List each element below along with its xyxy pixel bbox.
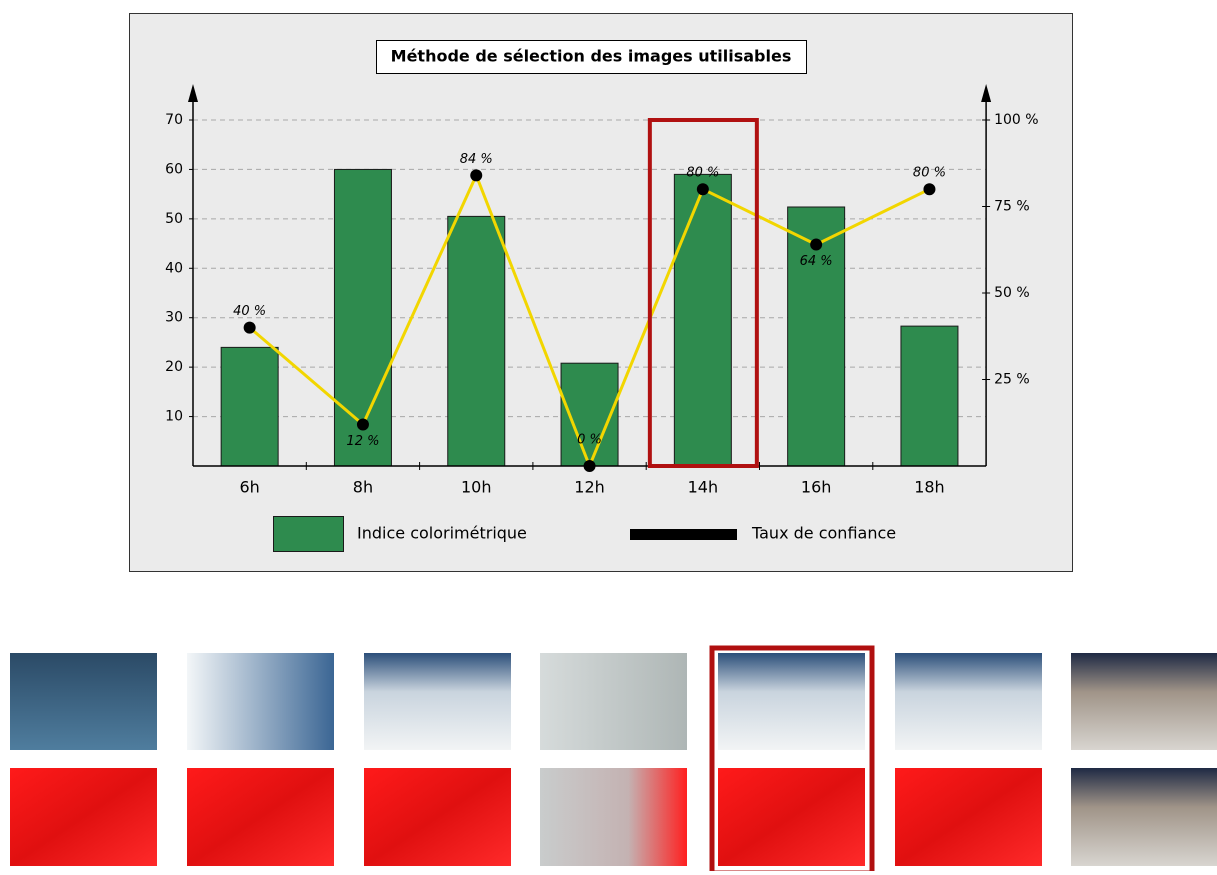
y-tick-label: 50 bbox=[165, 211, 183, 227]
confidence-point bbox=[243, 321, 256, 334]
y2-tick-label: 75 % bbox=[994, 199, 1030, 215]
chart-title: Méthode de sélection des images utilisab… bbox=[391, 47, 792, 66]
y-axis-arrow bbox=[188, 84, 198, 102]
x-tick-label: 8h bbox=[353, 478, 373, 497]
legend-swatch bbox=[630, 529, 737, 540]
mask-thumbnail bbox=[895, 768, 1042, 866]
category-highlight bbox=[647, 118, 759, 468]
x-tick-label: 6h bbox=[239, 478, 259, 497]
confidence-point bbox=[696, 183, 709, 196]
value-label: 12 % bbox=[346, 434, 379, 449]
confidence-point bbox=[923, 183, 936, 196]
y-tick-label: 40 bbox=[165, 260, 183, 276]
x-tick-label: 12h bbox=[574, 478, 605, 497]
y2-axis-arrow bbox=[981, 84, 992, 102]
thumbnail bbox=[895, 653, 1042, 750]
value-label: 64 % bbox=[800, 254, 833, 269]
y-tick-label: 10 bbox=[165, 409, 183, 425]
mask-thumbnail bbox=[364, 768, 511, 866]
value-label: 40 % bbox=[233, 304, 266, 319]
mask-thumbnail bbox=[540, 768, 687, 866]
bar bbox=[900, 325, 959, 467]
x-tick-label: 10h bbox=[461, 478, 492, 497]
chart-frame bbox=[129, 13, 1073, 572]
thumbnail bbox=[10, 653, 157, 750]
bar bbox=[673, 173, 732, 467]
thumbnail bbox=[364, 653, 511, 750]
thumbnails bbox=[10, 645, 1217, 875]
mask-thumbnail bbox=[187, 768, 334, 866]
value-label: 0 % bbox=[577, 433, 602, 448]
bar bbox=[220, 346, 279, 467]
bar bbox=[333, 168, 392, 467]
x-tick-label: 18h bbox=[914, 478, 945, 497]
legend-label: Indice colorimétrique bbox=[357, 524, 527, 543]
value-label: 80 % bbox=[913, 166, 946, 181]
thumbnail bbox=[718, 653, 865, 750]
value-label: 80 % bbox=[686, 166, 719, 181]
confidence-point bbox=[470, 169, 483, 182]
y2-tick-label: 100 % bbox=[994, 112, 1038, 128]
thumbnail bbox=[540, 653, 687, 750]
x-tick-label: 14h bbox=[688, 478, 719, 497]
bar bbox=[447, 215, 506, 467]
y2-tick-label: 50 % bbox=[994, 285, 1030, 301]
plot: 10 20 30 40 50 60 70 25 % 50 % 75 % 100 % 6h 8h 10h 12… bbox=[165, 84, 1039, 552]
mask-thumbnail bbox=[718, 768, 865, 866]
y-tick-label: 60 bbox=[165, 161, 183, 177]
mask-thumbnail bbox=[1071, 768, 1217, 866]
legend-swatch bbox=[273, 516, 344, 552]
legend-label: Taux de confiance bbox=[751, 524, 896, 543]
y-tick-label: 30 bbox=[165, 310, 183, 326]
confidence-point bbox=[810, 238, 823, 251]
y-tick-label: 20 bbox=[165, 359, 183, 375]
y2-tick-label: 25 % bbox=[994, 372, 1030, 388]
x-tick-label: 16h bbox=[801, 478, 832, 497]
thumbnail bbox=[187, 653, 334, 750]
confidence-point bbox=[583, 460, 596, 472]
y-tick-label: 70 bbox=[165, 112, 183, 128]
value-label: 84 % bbox=[460, 152, 493, 167]
thumbnail bbox=[1071, 653, 1217, 750]
title-box bbox=[376, 40, 807, 74]
mask-thumbnail bbox=[10, 768, 157, 866]
confidence-point bbox=[356, 418, 369, 431]
